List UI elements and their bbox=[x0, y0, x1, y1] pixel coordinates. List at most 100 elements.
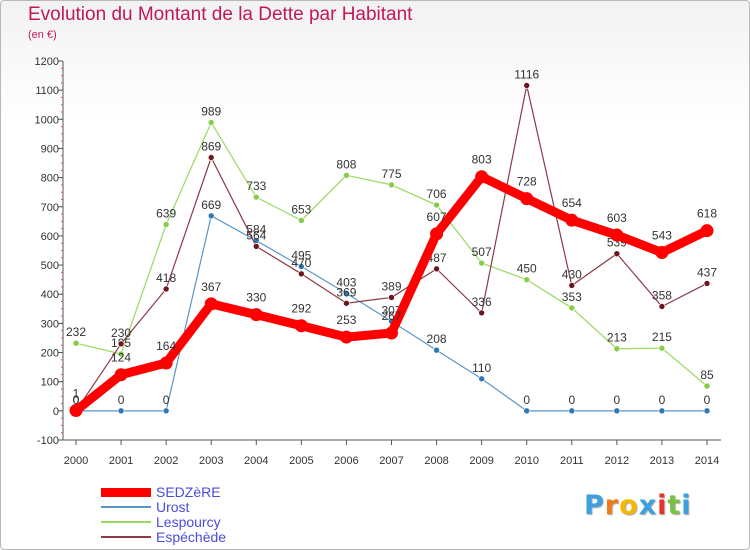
data-label-urost: 403 bbox=[336, 275, 356, 289]
data-label-sedzere: 124 bbox=[111, 351, 131, 365]
data-point-sedzere bbox=[475, 170, 489, 184]
data-point-urost bbox=[343, 290, 350, 297]
data-label-urost: 0 bbox=[568, 393, 575, 407]
legend-item-sedzere: SEDZèRE bbox=[101, 484, 321, 500]
data-point-sedzere bbox=[204, 297, 218, 311]
data-point-lespourcy bbox=[433, 201, 440, 209]
legend-swatch bbox=[101, 536, 151, 538]
data-label-lespourcy: 450 bbox=[517, 262, 537, 276]
logo-letter: P bbox=[584, 490, 605, 521]
data-label-espechede: 358 bbox=[652, 288, 672, 302]
data-point-espechede bbox=[433, 265, 440, 273]
x-tick-label: 2013 bbox=[650, 455, 674, 467]
data-point-lespourcy bbox=[478, 259, 485, 267]
y-tick-label: -100 bbox=[37, 435, 59, 447]
data-point-lespourcy bbox=[72, 339, 80, 347]
data-label-espechede: 418 bbox=[156, 271, 176, 285]
data-point-urost bbox=[568, 407, 576, 415]
data-point-lespourcy bbox=[523, 276, 531, 283]
data-point-espechede bbox=[478, 309, 485, 317]
data-label-sedzere: 367 bbox=[201, 280, 221, 294]
data-label-sedzere: 292 bbox=[291, 302, 311, 316]
legend-label: Espéchède bbox=[156, 529, 227, 545]
data-point-sedzere bbox=[655, 246, 669, 260]
data-label-urost: 0 bbox=[73, 393, 80, 407]
data-label-urost: 0 bbox=[523, 393, 530, 407]
data-label-urost: 0 bbox=[163, 393, 170, 407]
chart-title: Evolution du Montant de la Dette par Hab… bbox=[28, 4, 413, 25]
data-point-urost bbox=[703, 407, 711, 415]
data-point-urost bbox=[658, 407, 666, 415]
data-point-sedzere bbox=[610, 228, 624, 242]
legend-swatch bbox=[101, 521, 151, 523]
data-label-sedzere: 728 bbox=[517, 175, 537, 189]
data-label-sedzere: 607 bbox=[427, 210, 447, 224]
data-label-lespourcy: 85 bbox=[700, 368, 714, 382]
x-tick-label: 2002 bbox=[154, 455, 178, 467]
y-tick-label: 600 bbox=[41, 231, 59, 243]
data-label-espechede: 430 bbox=[562, 267, 582, 281]
data-point-sedzere bbox=[520, 192, 534, 206]
x-tick-label: 2014 bbox=[695, 455, 719, 467]
data-label-lespourcy: 639 bbox=[156, 207, 176, 221]
legend-swatch bbox=[101, 506, 151, 508]
data-point-sedzere bbox=[565, 213, 579, 227]
data-point-espechede bbox=[117, 340, 125, 348]
data-label-sedzere: 803 bbox=[472, 153, 492, 167]
data-label-lespourcy: 808 bbox=[336, 157, 356, 171]
data-point-urost bbox=[613, 407, 621, 415]
data-label-lespourcy: 653 bbox=[291, 202, 311, 216]
x-tick-label: 2007 bbox=[379, 455, 403, 467]
logo-letter: o bbox=[619, 490, 639, 521]
data-label-sedzere: 267 bbox=[381, 309, 401, 323]
data-label-espechede: 470 bbox=[291, 256, 311, 270]
chart-legend: SEDZèRE Urost Lespourcy Espéchède bbox=[101, 484, 321, 545]
data-point-espechede bbox=[207, 154, 215, 161]
data-label-lespourcy: 733 bbox=[246, 179, 266, 193]
data-label-sedzere: 654 bbox=[562, 196, 582, 210]
data-point-lespourcy bbox=[117, 350, 125, 358]
y-tick-label: 400 bbox=[41, 289, 59, 301]
data-point-espechede bbox=[523, 82, 531, 89]
data-point-urost bbox=[523, 407, 531, 415]
data-point-espechede bbox=[658, 303, 666, 310]
data-label-lespourcy: 507 bbox=[472, 245, 492, 259]
data-label-espechede: 564 bbox=[246, 228, 266, 242]
data-point-espechede bbox=[343, 299, 350, 307]
data-label-sedzere: 330 bbox=[246, 291, 266, 305]
data-label-lespourcy: 706 bbox=[427, 187, 447, 201]
data-point-sedzere bbox=[249, 308, 263, 322]
data-point-urost bbox=[298, 263, 305, 270]
y-tick-label: 700 bbox=[41, 202, 59, 214]
data-point-urost bbox=[433, 346, 440, 354]
data-label-urost: 0 bbox=[704, 393, 711, 407]
data-point-sedzere bbox=[339, 330, 353, 344]
data-label-espechede: 437 bbox=[697, 265, 717, 279]
y-tick-label: 100 bbox=[41, 377, 59, 389]
legend-label: Urost bbox=[156, 499, 190, 515]
x-tick-label: 2005 bbox=[289, 455, 313, 467]
x-tick-label: 2006 bbox=[334, 455, 358, 467]
legend-swatch bbox=[101, 488, 151, 497]
data-point-sedzere bbox=[69, 404, 83, 418]
data-label-lespourcy: 989 bbox=[201, 105, 221, 119]
proxiti-logo: Proxiti bbox=[584, 490, 692, 521]
y-tick-label: 300 bbox=[41, 318, 59, 330]
data-point-sedzere bbox=[700, 224, 714, 238]
x-tick-label: 2009 bbox=[469, 455, 493, 467]
logo-letter: i bbox=[681, 490, 692, 521]
data-label-urost: 0 bbox=[659, 393, 666, 407]
y-tick-label: 0 bbox=[53, 406, 59, 418]
data-label-sedzere: 1 bbox=[73, 387, 80, 401]
data-point-urost bbox=[162, 407, 170, 415]
x-tick-label: 2011 bbox=[560, 455, 584, 467]
data-label-urost: 495 bbox=[291, 249, 311, 263]
data-point-lespourcy bbox=[343, 171, 350, 179]
data-label-espechede: 230 bbox=[111, 326, 131, 340]
logo-letter: t bbox=[667, 490, 682, 521]
data-label-urost: 584 bbox=[246, 223, 266, 237]
data-point-lespourcy bbox=[298, 217, 305, 224]
x-tick-label: 2012 bbox=[605, 455, 629, 467]
chart-subtitle: (en €) bbox=[28, 29, 57, 41]
